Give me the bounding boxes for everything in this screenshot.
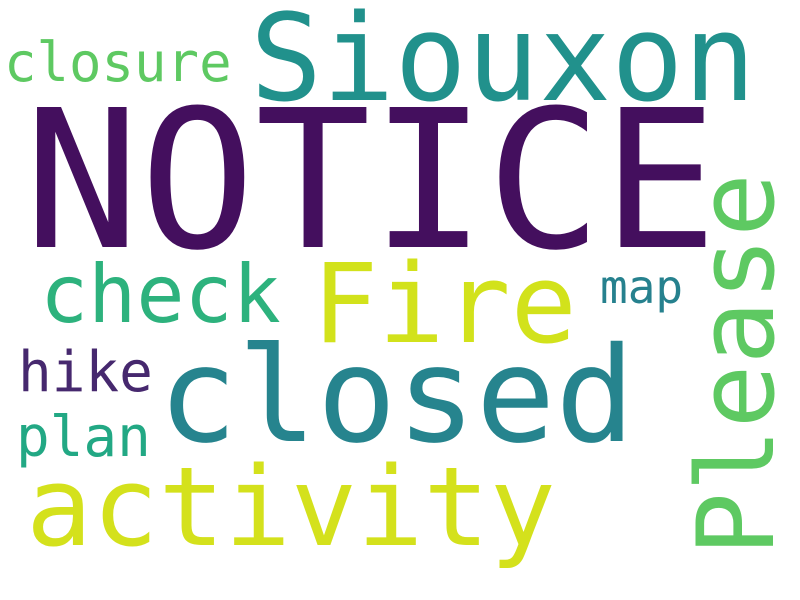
word-plan: plan <box>16 405 151 470</box>
word-please: Please <box>675 173 798 556</box>
word-notice: NOTICE <box>24 70 718 293</box>
word-activity: activity <box>26 443 556 571</box>
word-siouxon: Siouxon <box>250 0 756 129</box>
word-closed: closed <box>158 319 635 473</box>
word-map: map <box>600 260 684 314</box>
word-hike: hike <box>18 340 153 405</box>
word-check: check <box>40 248 281 341</box>
word-fire: Fire <box>312 240 577 368</box>
word-closure: closure <box>4 31 232 94</box>
